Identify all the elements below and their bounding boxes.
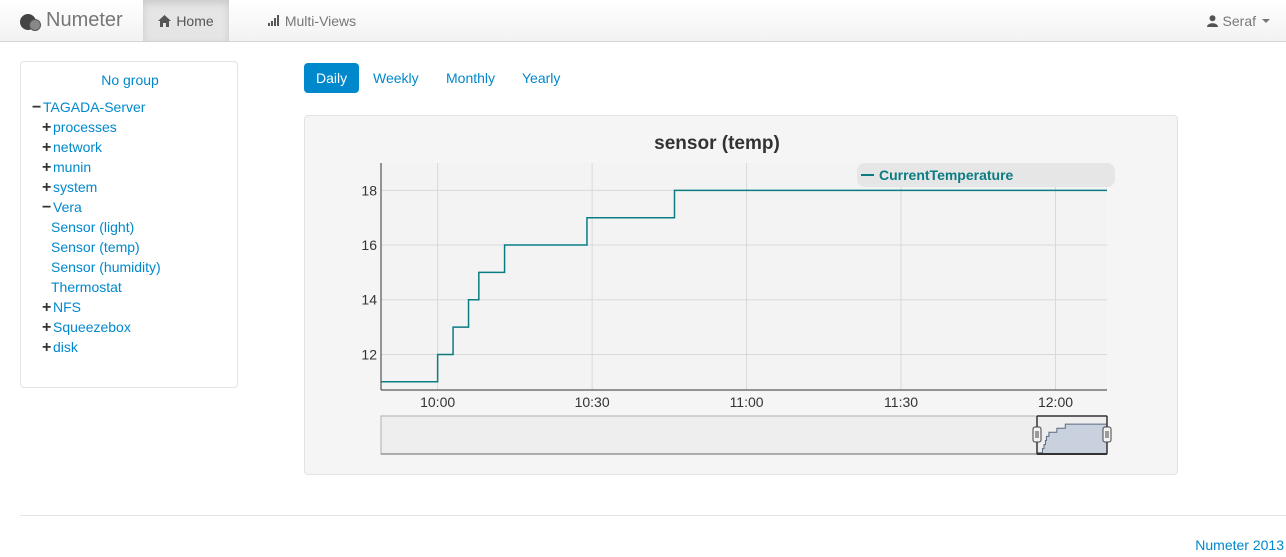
expand-icon[interactable]: + — [42, 179, 52, 196]
tree-item[interactable]: + munin — [42, 157, 91, 177]
tree-item-label: Squeezebox — [53, 319, 131, 335]
tree-item[interactable]: Sensor (humidity) — [51, 257, 161, 277]
tree-item[interactable]: Sensor (light) — [51, 217, 134, 237]
tree-item[interactable]: + Squeezebox — [42, 317, 131, 337]
brand[interactable]: Numeter — [20, 0, 123, 41]
top-navbar: Numeter Home Multi-Views Seraf — [0, 0, 1286, 42]
tree-server[interactable]: − TAGADA-Server — [32, 97, 145, 117]
host-sidebar: No group − TAGADA-Server + processes + netwo… — [20, 61, 238, 388]
expand-icon[interactable]: + — [42, 299, 52, 316]
group-title[interactable]: No group — [101, 72, 159, 88]
tree-item-label: munin — [53, 159, 92, 175]
tree-item-label: Thermostat — [51, 279, 122, 295]
tree-item-label: processes — [53, 119, 117, 135]
x-tick-label: 11:00 — [730, 394, 764, 410]
expand-icon[interactable]: + — [42, 159, 52, 176]
navigator-handle-left[interactable] — [1032, 426, 1042, 443]
tree-item-label: Sensor (light) — [51, 219, 135, 235]
tree-item-label: system — [53, 179, 98, 195]
x-tick-label: 10:00 — [420, 394, 455, 410]
tree-item[interactable]: + network — [42, 137, 102, 157]
y-tick-label: 14 — [361, 292, 377, 308]
navigator-series — [1036, 423, 1108, 455]
expand-icon[interactable]: + — [42, 339, 52, 356]
user-icon — [1206, 14, 1218, 27]
tree-item[interactable]: + processes — [42, 117, 117, 137]
footer-divider — [20, 515, 1286, 516]
expand-icon[interactable]: + — [42, 319, 52, 336]
collapse-icon[interactable]: − — [42, 199, 52, 216]
y-tick-label: 12 — [361, 346, 377, 362]
expand-icon[interactable]: + — [42, 119, 52, 136]
range-navigator[interactable] — [380, 415, 1108, 455]
period-button[interactable]: Daily — [304, 63, 360, 93]
brand-name: Numeter — [46, 9, 123, 31]
caret-down-icon — [1262, 18, 1270, 23]
numeter-logo-icon — [20, 12, 42, 31]
period-button[interactable]: Weekly — [373, 70, 419, 86]
tree-item-label: NFS — [53, 299, 81, 315]
tree-item[interactable]: Thermostat — [51, 277, 122, 297]
tree-item[interactable]: + NFS — [42, 297, 81, 317]
x-tick-label: 12:00 — [1038, 394, 1073, 410]
y-tick-label: 16 — [361, 237, 377, 253]
collapse-icon[interactable]: − — [32, 99, 42, 116]
plot-area — [381, 163, 1107, 390]
tree-item-label: Sensor (temp) — [51, 239, 140, 255]
legend-label[interactable]: CurrentTemperature — [879, 167, 1014, 183]
tree-item[interactable]: + system — [42, 177, 97, 197]
footer-link[interactable]: Numeter 2013 — [1195, 537, 1284, 553]
chart-title: sensor (temp) — [654, 133, 780, 154]
period-button[interactable]: Yearly — [522, 70, 561, 86]
nav-multi-views[interactable]: Multi-Views — [252, 0, 372, 41]
signal-bars-icon — [267, 15, 279, 26]
x-tick-label: 11:30 — [884, 394, 918, 410]
expand-icon[interactable]: + — [42, 139, 52, 156]
nav-multi-views-label: Multi-Views — [284, 12, 357, 29]
tree-item[interactable]: + disk — [42, 337, 78, 357]
home-icon — [158, 14, 172, 27]
y-tick-label: 18 — [361, 182, 377, 198]
nav-home-label: Home — [176, 12, 214, 29]
navigator-handle-right[interactable] — [1102, 426, 1112, 443]
period-button[interactable]: Monthly — [446, 70, 496, 86]
tree-server-label: TAGADA-Server — [43, 99, 146, 115]
user-name: Seraf — [1222, 12, 1256, 29]
tree-item[interactable]: Sensor (temp) — [51, 237, 140, 257]
tree-item-label: network — [53, 139, 103, 155]
tree-item[interactable]: − Vera — [42, 197, 82, 217]
user-menu[interactable]: Seraf — [1206, 0, 1270, 41]
x-tick-label: 10:30 — [575, 394, 610, 410]
tree-item-label: disk — [53, 339, 78, 355]
legend — [857, 163, 1115, 187]
tree-item-label: Sensor (humidity) — [51, 259, 161, 275]
tree-item-label: Vera — [53, 199, 82, 215]
nav-home[interactable]: Home — [143, 0, 229, 41]
series-line[interactable] — [381, 189, 1107, 383]
